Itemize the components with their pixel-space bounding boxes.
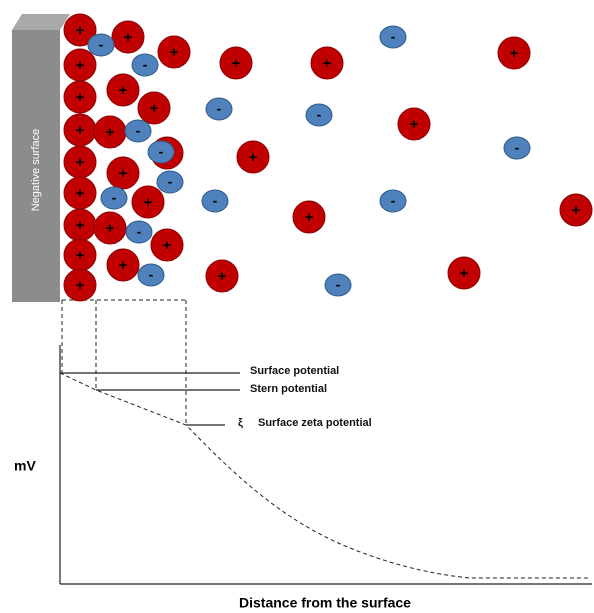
cation-sign: + bbox=[305, 209, 314, 226]
cation-sign: + bbox=[76, 22, 85, 39]
surface-top bbox=[12, 14, 70, 30]
anion bbox=[379, 25, 407, 49]
anion bbox=[324, 273, 352, 297]
cation bbox=[157, 35, 191, 69]
x-axis-label: Distance from the surface bbox=[239, 595, 411, 611]
cation bbox=[131, 185, 165, 219]
cation bbox=[106, 156, 140, 190]
cation-sign: + bbox=[119, 165, 128, 182]
cation-sign: + bbox=[76, 122, 85, 139]
anion-sign: - bbox=[149, 267, 154, 283]
cation-sign: + bbox=[163, 237, 172, 254]
anion-sign: - bbox=[168, 174, 173, 190]
cation bbox=[219, 46, 253, 80]
cation bbox=[205, 259, 239, 293]
cation-sign: + bbox=[144, 194, 153, 211]
cation-sign: + bbox=[323, 55, 332, 72]
cation bbox=[150, 228, 184, 262]
cation-sign: + bbox=[119, 257, 128, 274]
cation-sign: + bbox=[170, 44, 179, 61]
negative-surface bbox=[12, 30, 60, 302]
cation-sign: + bbox=[119, 82, 128, 99]
y-axis-label: mV bbox=[14, 458, 36, 474]
anion bbox=[205, 97, 233, 121]
anion bbox=[124, 119, 152, 143]
anion-sign: - bbox=[391, 29, 396, 45]
cation bbox=[106, 73, 140, 107]
surface-potential-label: Surface potential bbox=[250, 365, 339, 377]
anion-sign: - bbox=[391, 193, 396, 209]
cation-sign: + bbox=[232, 55, 241, 72]
anion-sign: - bbox=[136, 123, 141, 139]
cation bbox=[63, 268, 97, 302]
zeta-potential-label: Surface zeta potential bbox=[258, 417, 372, 429]
anion-sign: - bbox=[112, 190, 117, 206]
cation-sign: + bbox=[106, 220, 115, 237]
cation-sign: + bbox=[76, 247, 85, 264]
cation bbox=[63, 13, 97, 47]
potential-curve bbox=[59, 372, 590, 579]
anion bbox=[201, 189, 229, 213]
cation-sign: + bbox=[106, 124, 115, 141]
anion-sign: - bbox=[317, 107, 322, 123]
cation bbox=[63, 80, 97, 114]
anion bbox=[87, 33, 115, 57]
cation-sign: + bbox=[76, 217, 85, 234]
anion bbox=[147, 140, 175, 164]
cation-sign: + bbox=[76, 154, 85, 171]
cation bbox=[106, 248, 140, 282]
anion-sign: - bbox=[99, 37, 104, 53]
cation bbox=[292, 200, 326, 234]
anion bbox=[156, 170, 184, 194]
axes bbox=[59, 345, 592, 585]
cation-sign: + bbox=[76, 185, 85, 202]
cation-sign: + bbox=[150, 100, 159, 117]
guide-lines bbox=[59, 299, 590, 579]
zeta-symbol: ξ bbox=[238, 417, 243, 429]
anion bbox=[131, 53, 159, 77]
cation bbox=[497, 36, 531, 70]
cation-sign: + bbox=[572, 202, 581, 219]
anion-sign: - bbox=[213, 193, 218, 209]
cation bbox=[397, 107, 431, 141]
anion bbox=[125, 220, 153, 244]
surface-label: Negative surface bbox=[30, 129, 42, 212]
anion-sign: - bbox=[515, 140, 520, 156]
cation-sign: + bbox=[76, 57, 85, 74]
cation-sign: + bbox=[410, 116, 419, 133]
cation bbox=[111, 20, 145, 54]
ions: +++++++++++++++++++++++++++++-----------… bbox=[63, 13, 593, 302]
cation-sign: + bbox=[460, 265, 469, 282]
cation bbox=[93, 211, 127, 245]
anion-sign: - bbox=[137, 224, 142, 240]
cation bbox=[559, 193, 593, 227]
cation-sign: + bbox=[76, 89, 85, 106]
cation bbox=[447, 256, 481, 290]
anion bbox=[503, 136, 531, 160]
cation-sign: + bbox=[124, 29, 133, 46]
cation bbox=[310, 46, 344, 80]
cation bbox=[236, 140, 270, 174]
cation-sign: + bbox=[218, 268, 227, 285]
anion-sign: - bbox=[217, 101, 222, 117]
stern-potential-label: Stern potential bbox=[250, 383, 327, 395]
anion bbox=[305, 103, 333, 127]
anion-sign: - bbox=[143, 57, 148, 73]
anion bbox=[100, 186, 128, 210]
anion-sign: - bbox=[336, 277, 341, 293]
cation-sign: + bbox=[76, 277, 85, 294]
cation bbox=[137, 91, 171, 125]
anion-sign: - bbox=[159, 144, 164, 160]
cation-sign: + bbox=[249, 149, 258, 166]
cation-sign: + bbox=[510, 45, 519, 62]
anion bbox=[137, 263, 165, 287]
anion bbox=[379, 189, 407, 213]
